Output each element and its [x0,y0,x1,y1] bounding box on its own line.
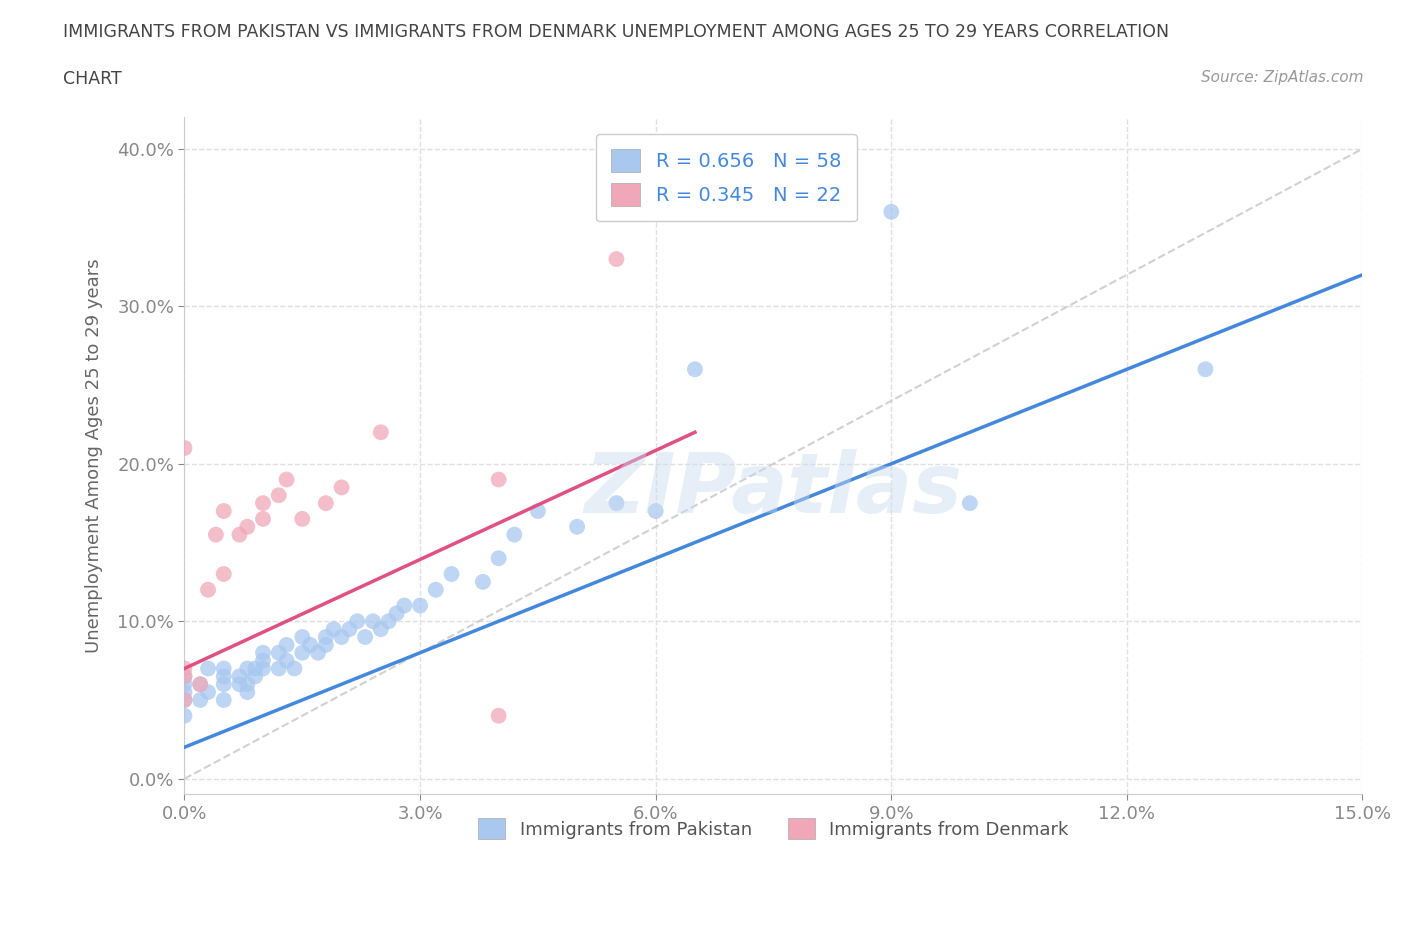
Point [527,503,550,518]
Text: CHART: CHART [63,70,122,87]
Point [252,661,274,676]
Point [959,496,981,511]
Point [565,519,588,534]
Point [425,582,447,597]
Point [644,503,666,518]
Point [236,519,259,534]
Point [283,661,305,676]
Point [361,614,384,629]
Legend: Immigrants from Pakistan, Immigrants from Denmark: Immigrants from Pakistan, Immigrants fro… [471,811,1076,846]
Point [188,677,211,692]
Point [471,575,494,590]
Point [346,614,368,629]
Point [605,252,627,267]
Point [276,653,298,668]
Point [212,677,235,692]
Point [173,693,195,708]
Point [173,441,195,456]
Y-axis label: Unemployment Among Ages 25 to 29 years: Unemployment Among Ages 25 to 29 years [86,259,103,653]
Point [291,645,314,660]
Point [503,527,526,542]
Point [605,496,627,511]
Point [212,669,235,684]
Text: IMMIGRANTS FROM PAKISTAN VS IMMIGRANTS FROM DENMARK UNEMPLOYMENT AMONG AGES 25 T: IMMIGRANTS FROM PAKISTAN VS IMMIGRANTS F… [63,23,1170,41]
Point [299,637,322,652]
Point [377,614,399,629]
Point [488,551,510,565]
Point [291,630,314,644]
Point [212,503,235,518]
Point [339,621,361,636]
Point [173,669,195,684]
Point [276,637,298,652]
Point [1194,362,1216,377]
Point [409,598,432,613]
Point [880,205,903,219]
Text: ZIPatlas: ZIPatlas [585,449,963,530]
Point [276,472,298,487]
Point [197,661,219,676]
Point [683,362,706,377]
Point [315,496,337,511]
Point [267,661,290,676]
Point [252,512,274,526]
Point [330,480,353,495]
Point [322,621,344,636]
Point [315,630,337,644]
Point [173,669,195,684]
Point [267,488,290,503]
Point [228,527,250,542]
Point [307,645,329,660]
Point [370,621,392,636]
Point [236,677,259,692]
Point [354,630,377,644]
Point [315,637,337,652]
Point [488,472,510,487]
Point [197,582,219,597]
Point [330,630,353,644]
Point [173,684,195,699]
Point [228,677,250,692]
Text: Source: ZipAtlas.com: Source: ZipAtlas.com [1201,70,1364,85]
Point [236,661,259,676]
Point [228,669,250,684]
Point [291,512,314,526]
Point [370,425,392,440]
Point [488,709,510,724]
Point [173,677,195,692]
Point [212,693,235,708]
Point [212,566,235,581]
Point [173,693,195,708]
Point [173,661,195,676]
Point [252,653,274,668]
Point [243,669,266,684]
Point [252,645,274,660]
Point [243,661,266,676]
Point [252,496,274,511]
Point [188,677,211,692]
Point [267,645,290,660]
Point [440,566,463,581]
Point [394,598,416,613]
Point [188,693,211,708]
Point [212,661,235,676]
Point [173,709,195,724]
Point [385,606,408,621]
Point [236,684,259,699]
Point [197,684,219,699]
Point [205,527,228,542]
